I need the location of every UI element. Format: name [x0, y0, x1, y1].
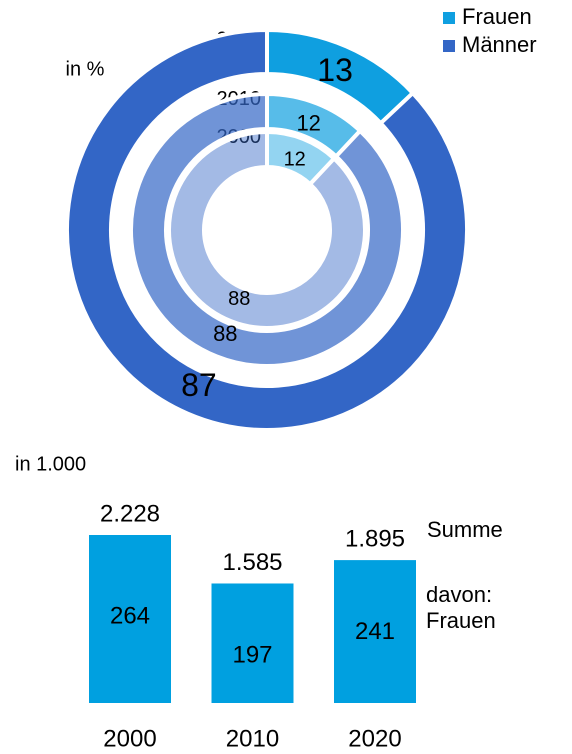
legend-label: Männer	[462, 32, 537, 57]
value-label: 1.895	[345, 525, 405, 552]
inner-label: 241	[355, 618, 395, 645]
value-label: 1.585	[222, 549, 282, 576]
bar	[334, 560, 416, 703]
donut-segment	[167, 129, 367, 330]
data-label: 87	[181, 367, 217, 403]
inner-label: 264	[110, 602, 150, 629]
series-label: Summe	[427, 517, 503, 542]
unit-label: in %	[66, 58, 105, 80]
legend-swatch	[443, 12, 455, 24]
inner-label: 197	[232, 642, 272, 669]
bar	[211, 583, 294, 703]
data-label: 13	[317, 52, 353, 88]
x-tick-label: 2000	[103, 725, 156, 752]
data-label: 12	[296, 111, 320, 136]
unit-label: in 1.000	[15, 453, 86, 475]
series-label: davon: Frauen	[426, 582, 496, 633]
donut-segment	[65, 27, 469, 432]
data-label: 12	[284, 148, 306, 170]
value-label: 2.228	[100, 500, 160, 527]
legend-label: Frauen	[462, 4, 532, 29]
data-label: 88	[228, 288, 250, 310]
data-label: 88	[213, 321, 237, 346]
bar	[89, 535, 171, 703]
legend-swatch	[443, 40, 455, 52]
x-tick-label: 2020	[348, 725, 401, 752]
donut-segment	[129, 91, 405, 368]
x-tick-label: 2010	[226, 725, 279, 752]
